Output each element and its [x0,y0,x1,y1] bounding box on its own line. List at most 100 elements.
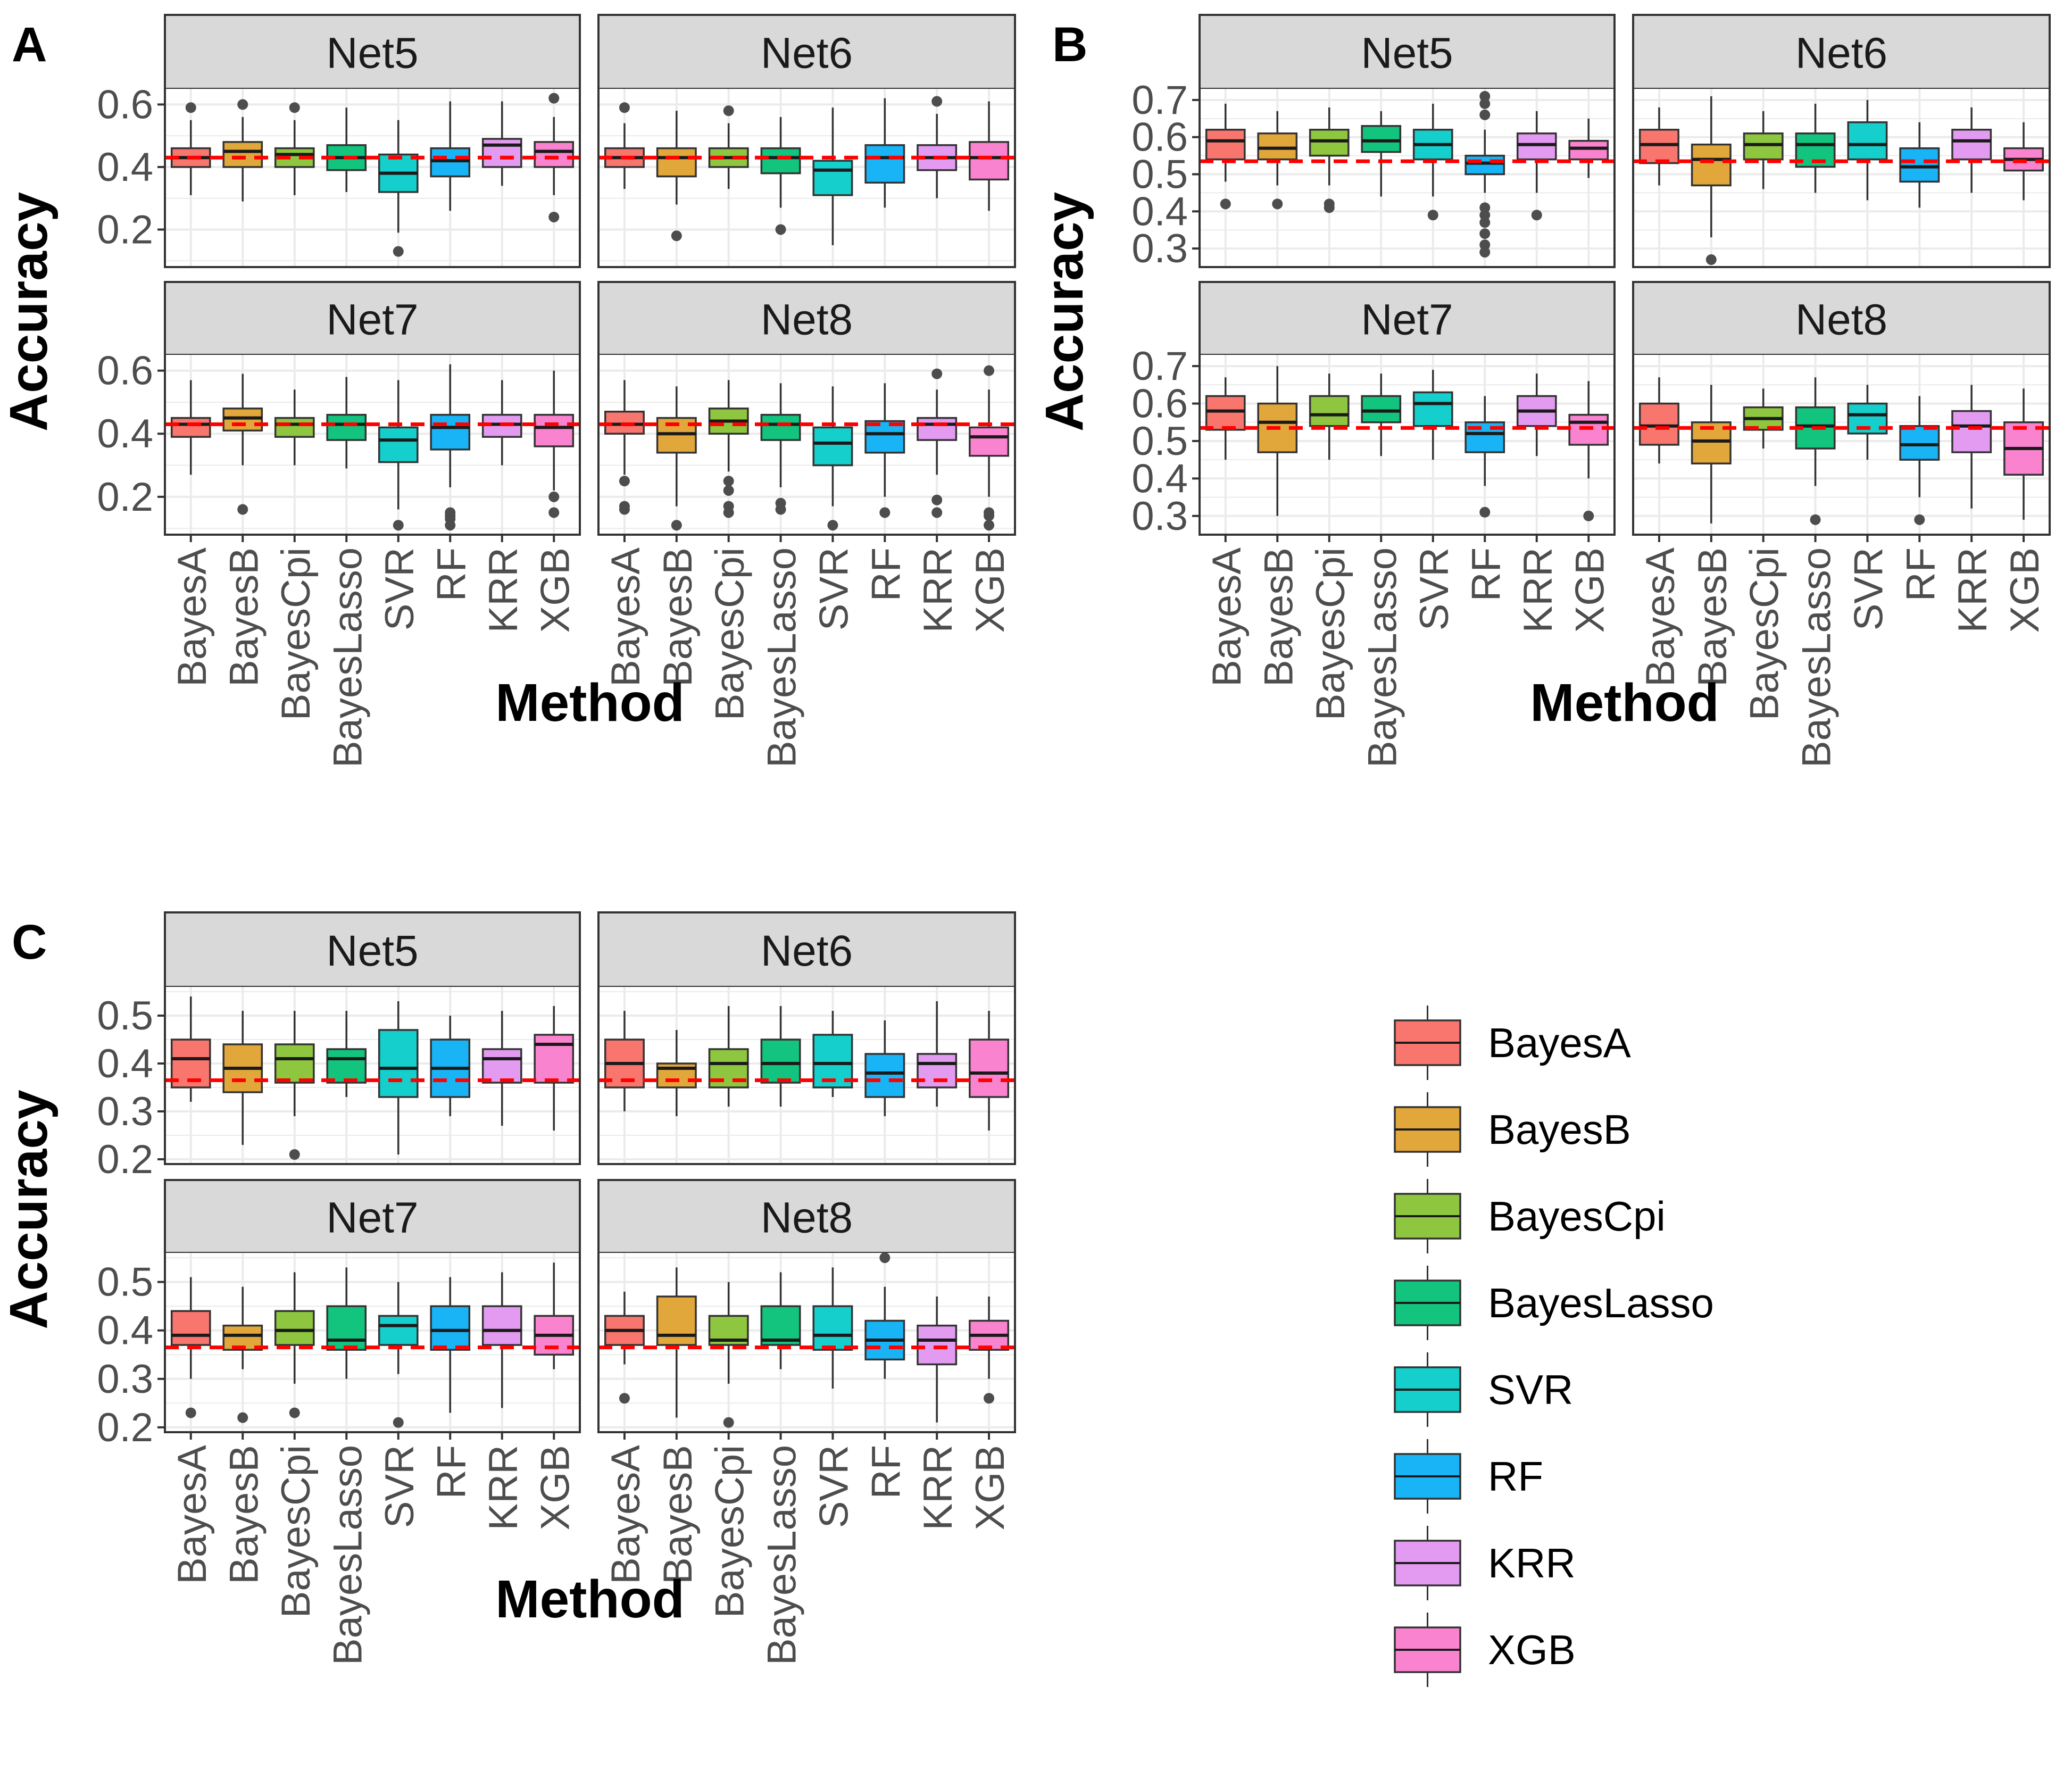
panel-border [1632,281,2051,536]
box-iqr [1412,391,1453,427]
box-iqr [534,141,575,168]
box-iqr [812,426,853,467]
box-svr [1412,370,1453,460]
outlier-point [548,507,560,518]
legend-item-xgb: XGB [1394,1613,1576,1687]
x-tick-label: SVR [1846,547,1891,630]
outlier-point [984,510,995,521]
outlier-point [723,485,734,496]
outlier-point [1220,198,1231,210]
box-bayeslasso [326,1267,367,1379]
box-iqr [1568,413,1609,446]
box-iqr [326,413,367,441]
outlier-point [1810,514,1821,525]
box-bayesa [1638,107,1679,186]
x-tick-label: XGB [532,1445,578,1531]
box-iqr [917,1324,958,1366]
x-tick-label: RF [429,1445,474,1499]
x-tick-label: BayesB [1256,547,1301,687]
x-tick-label: XGB [968,547,1013,633]
outlier-point [1479,228,1491,239]
box-iqr [326,1305,367,1351]
y-tick-label: 0.5 [97,1260,153,1305]
box-bayescpi [708,1282,749,1428]
y-tick-label: 0.4 [1131,189,1188,234]
facet-net7: Net7 0.20.30.40.5 BayesA BayesB BayesCpi Baye… [97,1179,581,1665]
outlier-point [723,1417,734,1428]
box-iqr [864,420,905,454]
outlier-point [1272,198,1283,210]
box-bayeslasso [326,1011,367,1097]
box-iqr [378,426,419,463]
legend-item-rf: RF [1394,1439,1543,1514]
x-tick-label: BayesLasso [1794,547,1840,768]
legend-item-bayesa: BayesA [1394,1006,1631,1080]
outlier-point [984,365,995,376]
outlier-point [671,520,682,531]
box-iqr [1899,425,1940,461]
box-iqr [1361,395,1402,423]
box-iqr [1205,395,1246,431]
box-rf [864,383,905,518]
facet-title: Net7 [326,296,418,344]
x-tick-label: XGB [532,547,578,633]
box-xgb [534,93,575,222]
box-xgb [534,370,575,518]
plot-background [598,89,1015,267]
x-tick-label: BayesLasso [760,1445,805,1665]
facet-net8: Net8 BayesA BayesB BayesCpi BayesLasso SVR RF K… [597,281,1016,768]
box-bayescpi [1743,111,1784,189]
box-iqr [1638,402,1679,446]
box-iqr [656,147,697,178]
box-rf [1899,122,1940,208]
box-iqr [1309,129,1350,157]
facet-net7: Net7 0.30.40.50.60.7 BayesA BayesB BayesCpi B… [1131,281,1616,768]
facet-strip [597,281,1016,356]
box-bayesb [222,99,263,202]
box-iqr [274,417,315,438]
box-iqr [274,1310,315,1346]
x-tick-label: RF [1463,547,1509,601]
y-tick-label: 0.2 [97,475,153,520]
x-tick-label: BayesB [655,1445,701,1584]
x-tick-label: BayesA [170,1445,215,1584]
x-tick-label: BayesB [655,547,701,687]
x-tick-label: BayesA [1638,547,1683,687]
legend-item-bayesb: BayesB [1394,1092,1631,1167]
facet-title: Net8 [761,1194,853,1242]
x-tick-label: BayesCpi [273,547,319,720]
outlier-point [289,1407,300,1418]
box-iqr [430,413,471,451]
box-iqr [812,1305,853,1351]
outlier-point [1705,254,1717,265]
legend-label: BayesLasso [1488,1280,1714,1326]
outlier-point [1479,239,1491,251]
box-iqr [1516,132,1557,161]
outlier-point [393,520,404,531]
x-tick-label: XGB [968,1445,1013,1531]
outlier-point [1479,217,1491,228]
facet-title: Net5 [326,927,418,975]
box-iqr [917,417,958,441]
box-bayesa [170,1277,211,1418]
box-bayeslasso [760,1272,801,1369]
box-iqr [430,1305,471,1351]
outlier-point [1583,510,1594,521]
box-iqr [481,1305,522,1346]
x-tick-label: SVR [377,1445,422,1528]
box-bayesb [222,1011,263,1145]
y-tick-label: 0.6 [1131,115,1188,160]
box-iqr [378,1029,419,1098]
outlier-point [289,1149,300,1160]
box-iqr [481,1048,522,1084]
box-rf [430,1277,471,1413]
facet-net7: Net7 0.2 0.4 0.6 BayesA BayesB BayesCpi BayesLa… [97,281,581,768]
box-bayescpi [708,1006,749,1107]
plot-background [165,89,580,267]
box-iqr [481,138,522,168]
box-xgb [2003,388,2044,520]
box-bayesb [1257,111,1298,210]
box-iqr [760,147,801,175]
